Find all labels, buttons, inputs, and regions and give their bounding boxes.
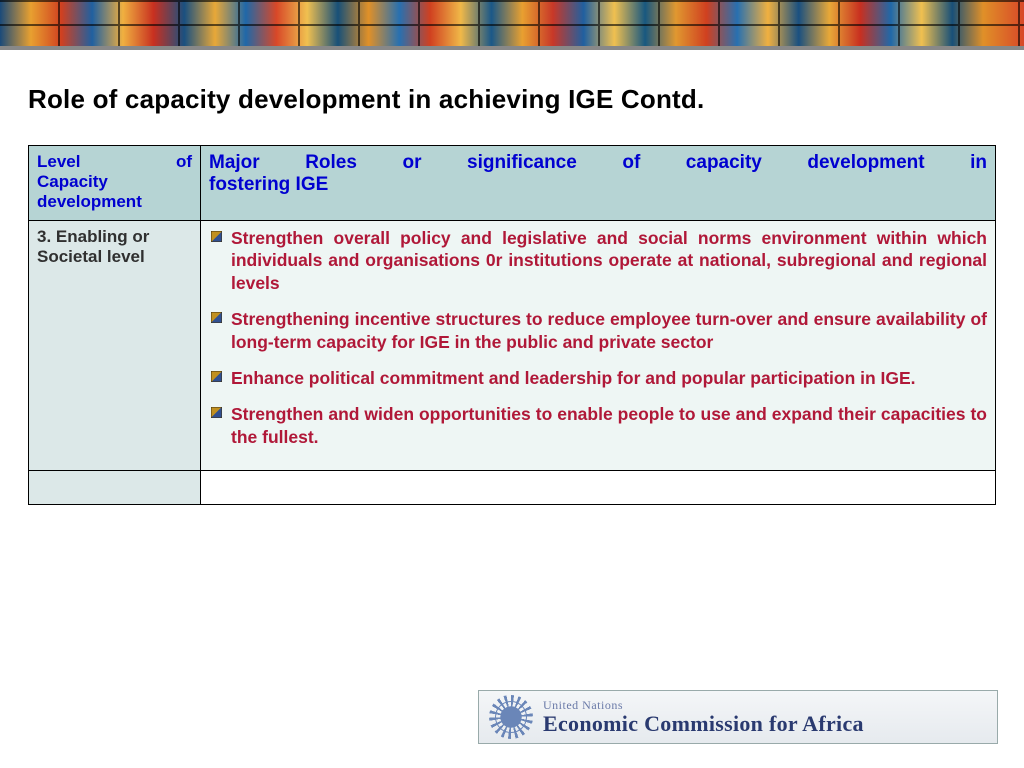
decorative-stained-glass-banner	[0, 0, 1024, 48]
table-header-row: Level of Capacity development Major Role…	[29, 146, 996, 221]
table-data-row: 3. Enabling or Societal level Strengthen…	[29, 221, 996, 471]
un-emblem-icon	[489, 695, 533, 739]
header-col2: Major Roles or significance of capacity …	[201, 146, 996, 221]
empty-cell-right	[201, 471, 996, 505]
header-col1-line1: Level of	[37, 152, 192, 172]
header-col1: Level of Capacity development	[29, 146, 201, 221]
bullet-item: Enhance political commitment and leaders…	[209, 367, 987, 389]
capacity-table: Level of Capacity development Major Role…	[28, 145, 996, 505]
table-empty-row	[29, 471, 996, 505]
level-line2: Societal level	[37, 247, 145, 266]
bullet-item: Strengthen overall policy and legislativ…	[209, 227, 987, 294]
slide-title: Role of capacity development in achievin…	[0, 48, 1024, 115]
empty-cell-left	[29, 471, 201, 505]
header-col2-line1: Major Roles or significance of capacity …	[209, 152, 987, 174]
footer-org-big: Economic Commission for Africa	[543, 712, 864, 735]
header-col1-line3: development	[37, 192, 192, 212]
footer-org-small: United Nations	[543, 699, 864, 712]
level-line1: 3. Enabling or	[37, 227, 149, 246]
header-col2-line2: fostering IGE	[209, 174, 987, 196]
roles-cell: Strengthen overall policy and legislativ…	[201, 221, 996, 471]
bullet-item: Strengthening incentive structures to re…	[209, 308, 987, 353]
footer-text-block: United Nations Economic Commission for A…	[543, 699, 864, 735]
bullet-list: Strengthen overall policy and legislativ…	[209, 227, 987, 448]
header-col1-line2: Capacity	[37, 172, 192, 192]
footer-org-badge: United Nations Economic Commission for A…	[478, 690, 998, 744]
level-cell: 3. Enabling or Societal level	[29, 221, 201, 471]
bullet-item: Strengthen and widen opportunities to en…	[209, 403, 987, 448]
